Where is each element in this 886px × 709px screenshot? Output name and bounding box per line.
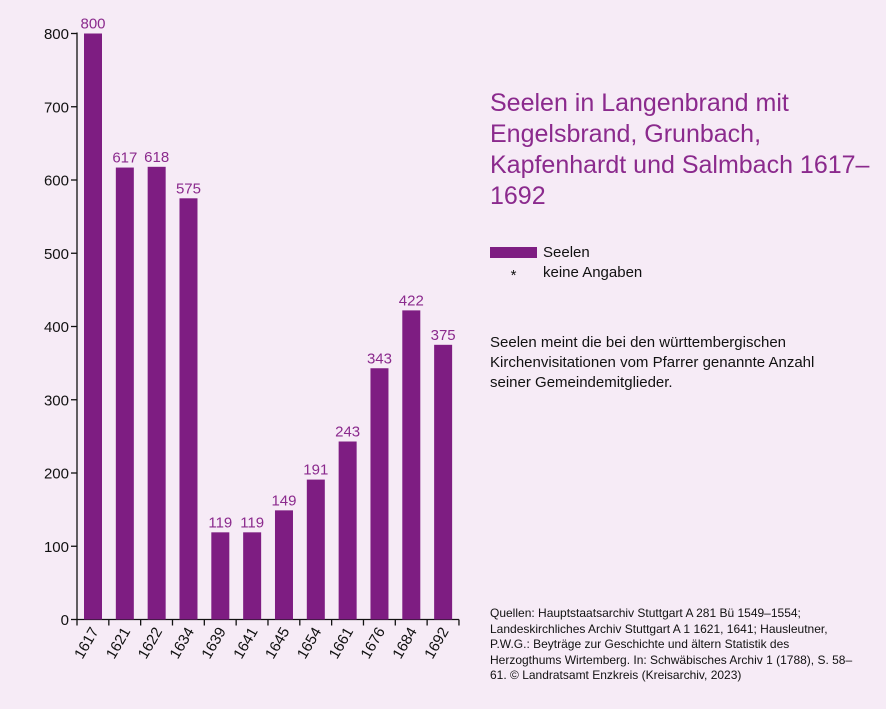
- data-label: 575: [176, 180, 201, 197]
- chart-title: Seelen in Langenbrand mit Engelsbrand, G…: [490, 89, 870, 210]
- bar: [306, 479, 325, 620]
- sources-text: Quellen: Hauptstaatsarchiv Stuttgart A 2…: [490, 606, 853, 682]
- y-axis: 0 100 200 300 400 500 600 700 800: [44, 26, 78, 629]
- y-tick-label: 300: [44, 392, 69, 409]
- x-tick-label: 1617: [71, 625, 102, 662]
- x-tick-label: 1634: [167, 625, 198, 662]
- bars: [84, 33, 453, 620]
- legend-item-series: Seelen: [490, 242, 642, 262]
- y-tick-label: 200: [44, 466, 69, 483]
- data-label: 119: [208, 514, 232, 531]
- data-label: 422: [399, 292, 424, 309]
- x-tick-label: 1639: [198, 625, 229, 662]
- x-axis: 1617 1621 1622 1634 1639 1641 1645 1654 1661 1676…: [71, 618, 460, 662]
- y-tick-label: 400: [44, 319, 69, 336]
- data-label: 119: [240, 514, 264, 531]
- bar: [115, 167, 134, 620]
- bar: [243, 532, 262, 620]
- asterisk-icon: *: [510, 266, 517, 284]
- data-labels: 800 617 618 575 119 119 149 191 243 343 422 375: [80, 16, 455, 532]
- data-label: 800: [80, 16, 105, 33]
- y-tick-label: 600: [44, 173, 69, 190]
- x-tick-label: 1684: [389, 625, 420, 662]
- y-tick-label: 100: [44, 539, 69, 556]
- bar: [84, 33, 102, 620]
- x-tick-label: 1621: [103, 625, 134, 662]
- bar: [402, 310, 421, 620]
- x-tick-label: 1692: [421, 625, 452, 662]
- definition-note: Seelen meint die bei den württembergisch…: [490, 334, 815, 391]
- bar: [338, 441, 357, 620]
- x-tick-label: 1676: [358, 625, 389, 662]
- data-label: 191: [303, 462, 328, 479]
- bar: [211, 532, 230, 620]
- legend-swatch: [490, 246, 537, 258]
- data-label: 375: [431, 327, 456, 344]
- y-tick-label: 800: [44, 26, 69, 43]
- bar: [179, 198, 198, 620]
- data-label: 618: [144, 149, 169, 166]
- bar: [147, 166, 166, 620]
- x-tick-label: 1654: [294, 625, 325, 662]
- data-label: 617: [112, 150, 137, 167]
- bar: [274, 510, 293, 620]
- legend-series-label: Seelen: [543, 243, 590, 261]
- x-tick-label: 1622: [135, 625, 166, 662]
- data-label: 149: [271, 492, 296, 509]
- y-tick-label: 700: [44, 99, 69, 116]
- y-tick-label: 500: [44, 246, 69, 263]
- legend-item-no-data: * keine Angaben: [490, 262, 643, 284]
- x-tick-label: 1645: [262, 625, 293, 662]
- legend-no-data-label: keine Angaben: [543, 263, 643, 281]
- data-label: 343: [367, 350, 392, 367]
- data-label: 243: [335, 424, 360, 441]
- legend: Seelen * keine Angaben: [490, 242, 643, 284]
- y-tick-label: 0: [61, 612, 69, 629]
- bar: [434, 344, 453, 620]
- x-tick-label: 1661: [326, 625, 357, 662]
- x-tick-label: 1641: [230, 625, 261, 662]
- bar: [370, 368, 389, 620]
